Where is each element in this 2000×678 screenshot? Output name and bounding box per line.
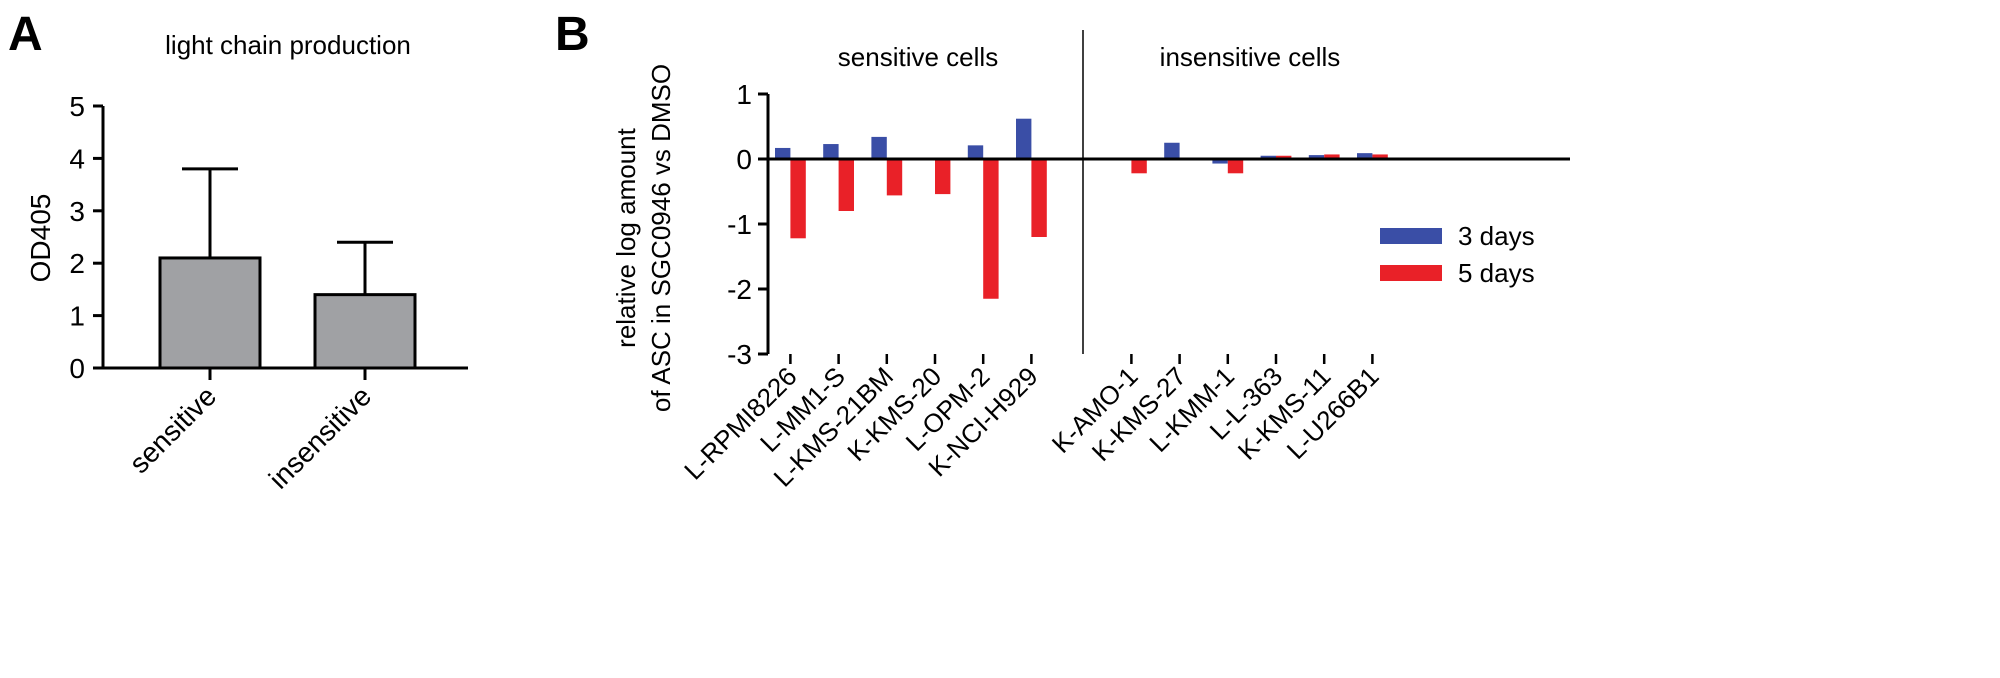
y-tick-label-a: 4 — [69, 143, 85, 174]
panel-b: B sensitive cells insensitive cells rela… — [555, 8, 1570, 493]
bar-sensitive — [158, 256, 262, 370]
bar-K-AMO-1-5-days — [1131, 159, 1147, 174]
legend-label-0: 3 days — [1458, 221, 1535, 251]
panel-label-b: B — [555, 8, 590, 61]
y-tick-label-b: 0 — [736, 144, 752, 175]
y-tick-label-a: 5 — [69, 91, 85, 122]
y-tick-label-a: 1 — [69, 301, 85, 332]
bar-L-U266B1-5-days — [1372, 154, 1388, 159]
panel-a: A light chain production OD405 0 1 2 3 4 5 sen… — [8, 8, 468, 495]
bar-L-L-363-5-days — [1276, 155, 1292, 159]
panel-label-a: A — [8, 8, 43, 61]
y-tick-label-a: 3 — [69, 196, 85, 227]
bar-L-MM1-S-3-days — [823, 144, 839, 159]
y-axis-label-a: OD405 — [25, 194, 56, 283]
bar-K-KMS-11-3-days — [1308, 155, 1325, 159]
bar-K-KMS-27-3-days — [1164, 142, 1180, 159]
bar-L-KMM-1-5-days — [1227, 159, 1244, 174]
legend-label-1: 5 days — [1458, 258, 1535, 288]
bar-L-KMS-21BM-3-days — [871, 136, 887, 159]
bar-L-OPM-2-5-days — [983, 159, 999, 299]
x-tick-label-a: insensitive — [263, 380, 377, 494]
bar-L-OPM-2-3-days — [967, 145, 984, 159]
bar-L-RPMI8226-3-days — [775, 147, 791, 159]
legend-swatch-1 — [1380, 265, 1442, 281]
y-tick-label-b: -3 — [727, 339, 752, 370]
group-label-insensitive: insensitive cells — [1160, 42, 1341, 72]
y-axis-label-b-line2: of ASC in SGC0946 vs DMSO — [646, 64, 676, 412]
bar-K-KMS-20-5-days — [935, 159, 951, 195]
bar-K-NCI-H929-5-days — [1031, 159, 1047, 237]
group-label-sensitive: sensitive cells — [838, 42, 998, 72]
chart-title-a: light chain production — [165, 30, 411, 60]
y-tick-label-a: 0 — [69, 353, 85, 384]
x-tick-label-a: sensitive — [123, 380, 222, 479]
y-tick-label-b: 1 — [736, 79, 752, 110]
bar-K-KMS-11-5-days — [1324, 154, 1340, 159]
bar-L-RPMI8226-5-days — [790, 159, 806, 239]
bar-L-KMM-1-3-days — [1212, 159, 1228, 164]
bar-K-NCI-H929-3-days — [1016, 118, 1032, 159]
bar-L-KMS-21BM-5-days — [886, 159, 903, 196]
bar-insensitive — [313, 293, 417, 370]
bar-L-L-363-3-days — [1260, 155, 1276, 159]
legend-swatch-0 — [1380, 228, 1442, 244]
bar-L-MM1-S-5-days — [838, 159, 854, 211]
bar-L-U266B1-3-days — [1357, 153, 1373, 159]
y-tick-label-b: -1 — [727, 209, 752, 240]
y-tick-label-a: 2 — [69, 248, 85, 279]
y-axis-label-b-line1: relative log amount — [611, 127, 641, 347]
y-tick-label-b: -2 — [727, 274, 752, 305]
